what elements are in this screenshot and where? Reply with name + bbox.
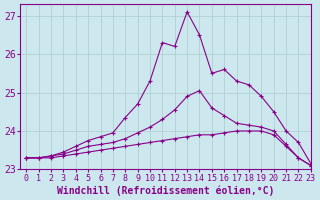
X-axis label: Windchill (Refroidissement éolien,°C): Windchill (Refroidissement éolien,°C) (57, 185, 274, 196)
